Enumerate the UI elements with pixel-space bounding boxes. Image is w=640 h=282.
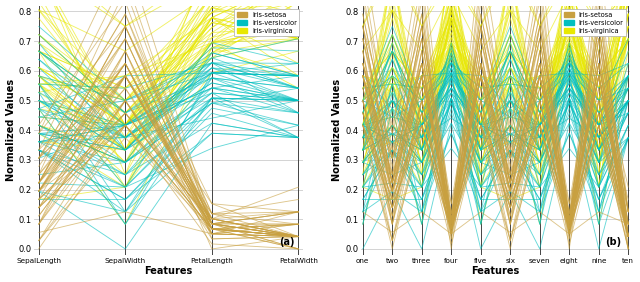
Legend: Iris-setosa, Iris-versicolor, Iris-virginica: Iris-setosa, Iris-versicolor, Iris-virgi… <box>561 9 627 36</box>
X-axis label: Features: Features <box>145 266 193 276</box>
Text: (b): (b) <box>605 237 621 247</box>
Y-axis label: Normalized Values: Normalized Values <box>6 79 15 181</box>
Y-axis label: Normalized Values: Normalized Values <box>333 79 342 181</box>
Text: (a): (a) <box>279 237 295 247</box>
X-axis label: Features: Features <box>472 266 520 276</box>
Legend: Iris-setosa, Iris-versicolor, Iris-virginica: Iris-setosa, Iris-versicolor, Iris-virgi… <box>234 9 300 36</box>
